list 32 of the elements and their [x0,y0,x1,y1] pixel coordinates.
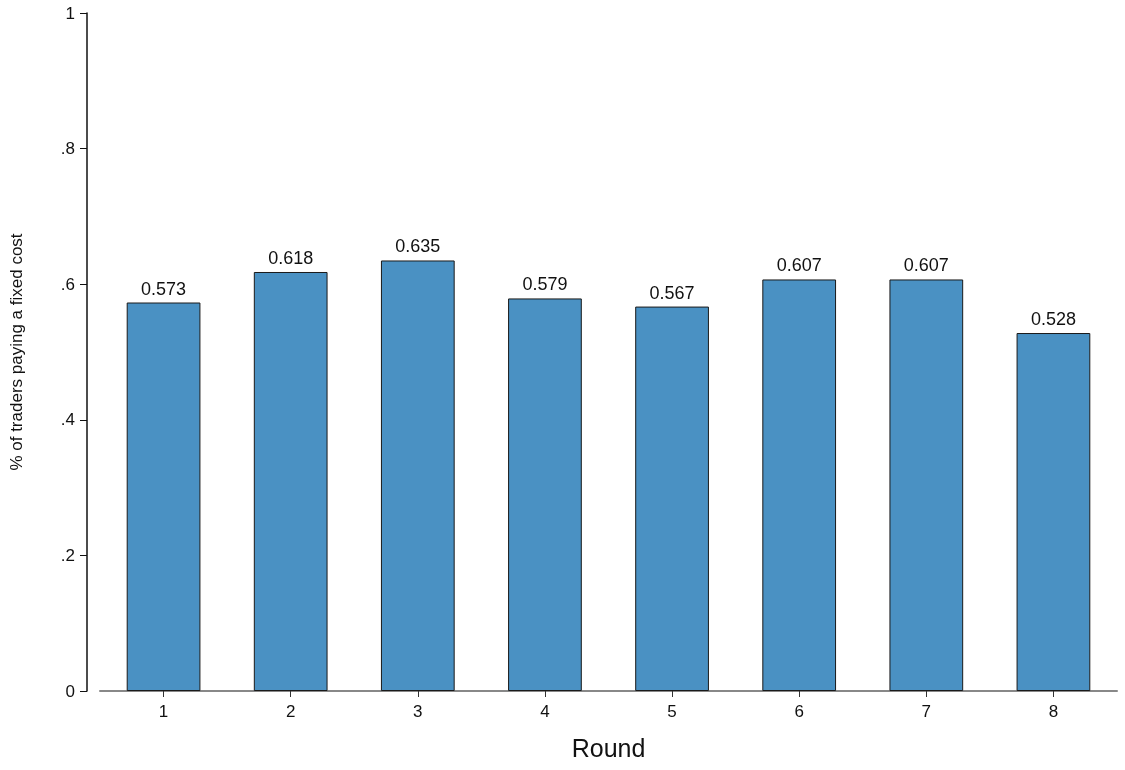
data-label: 0.607 [776,255,822,276]
data-label: 0.579 [522,274,568,295]
x-tick-label: 2 [285,702,296,721]
data-label: 0.635 [395,236,441,257]
x-axis-title: Round [571,733,646,762]
y-tick-label: .6 [60,274,75,294]
x-tick-label: 6 [794,702,804,721]
bar [635,306,709,691]
x-tick-label: 4 [540,702,550,721]
y-tick-label: 0 [65,681,75,701]
y-tick-label: .8 [60,139,75,159]
y-tick-label: 1 [65,3,75,23]
bar [126,302,201,691]
y-tick-label: .2 [60,545,75,565]
x-tick-label: 5 [667,702,677,721]
x-tick-label: 3 [413,702,423,721]
x-tick-label: 1 [158,702,169,721]
bar [1016,333,1091,691]
y-axis-title: % of traders paying a fixed cost [7,233,26,471]
bar [762,279,837,691]
data-label: 0.618 [268,248,314,268]
x-tick-label: 8 [1048,702,1059,721]
bar [508,298,582,691]
data-label: 0.528 [1030,309,1076,330]
x-tick-label: 7 [921,702,932,721]
data-label: 0.567 [649,282,695,303]
data-label: 0.607 [903,255,949,276]
bar [253,272,328,691]
bar [380,260,455,691]
y-tick-label: .4 [60,410,75,430]
data-label: 0.573 [141,278,187,299]
bar [889,279,964,691]
